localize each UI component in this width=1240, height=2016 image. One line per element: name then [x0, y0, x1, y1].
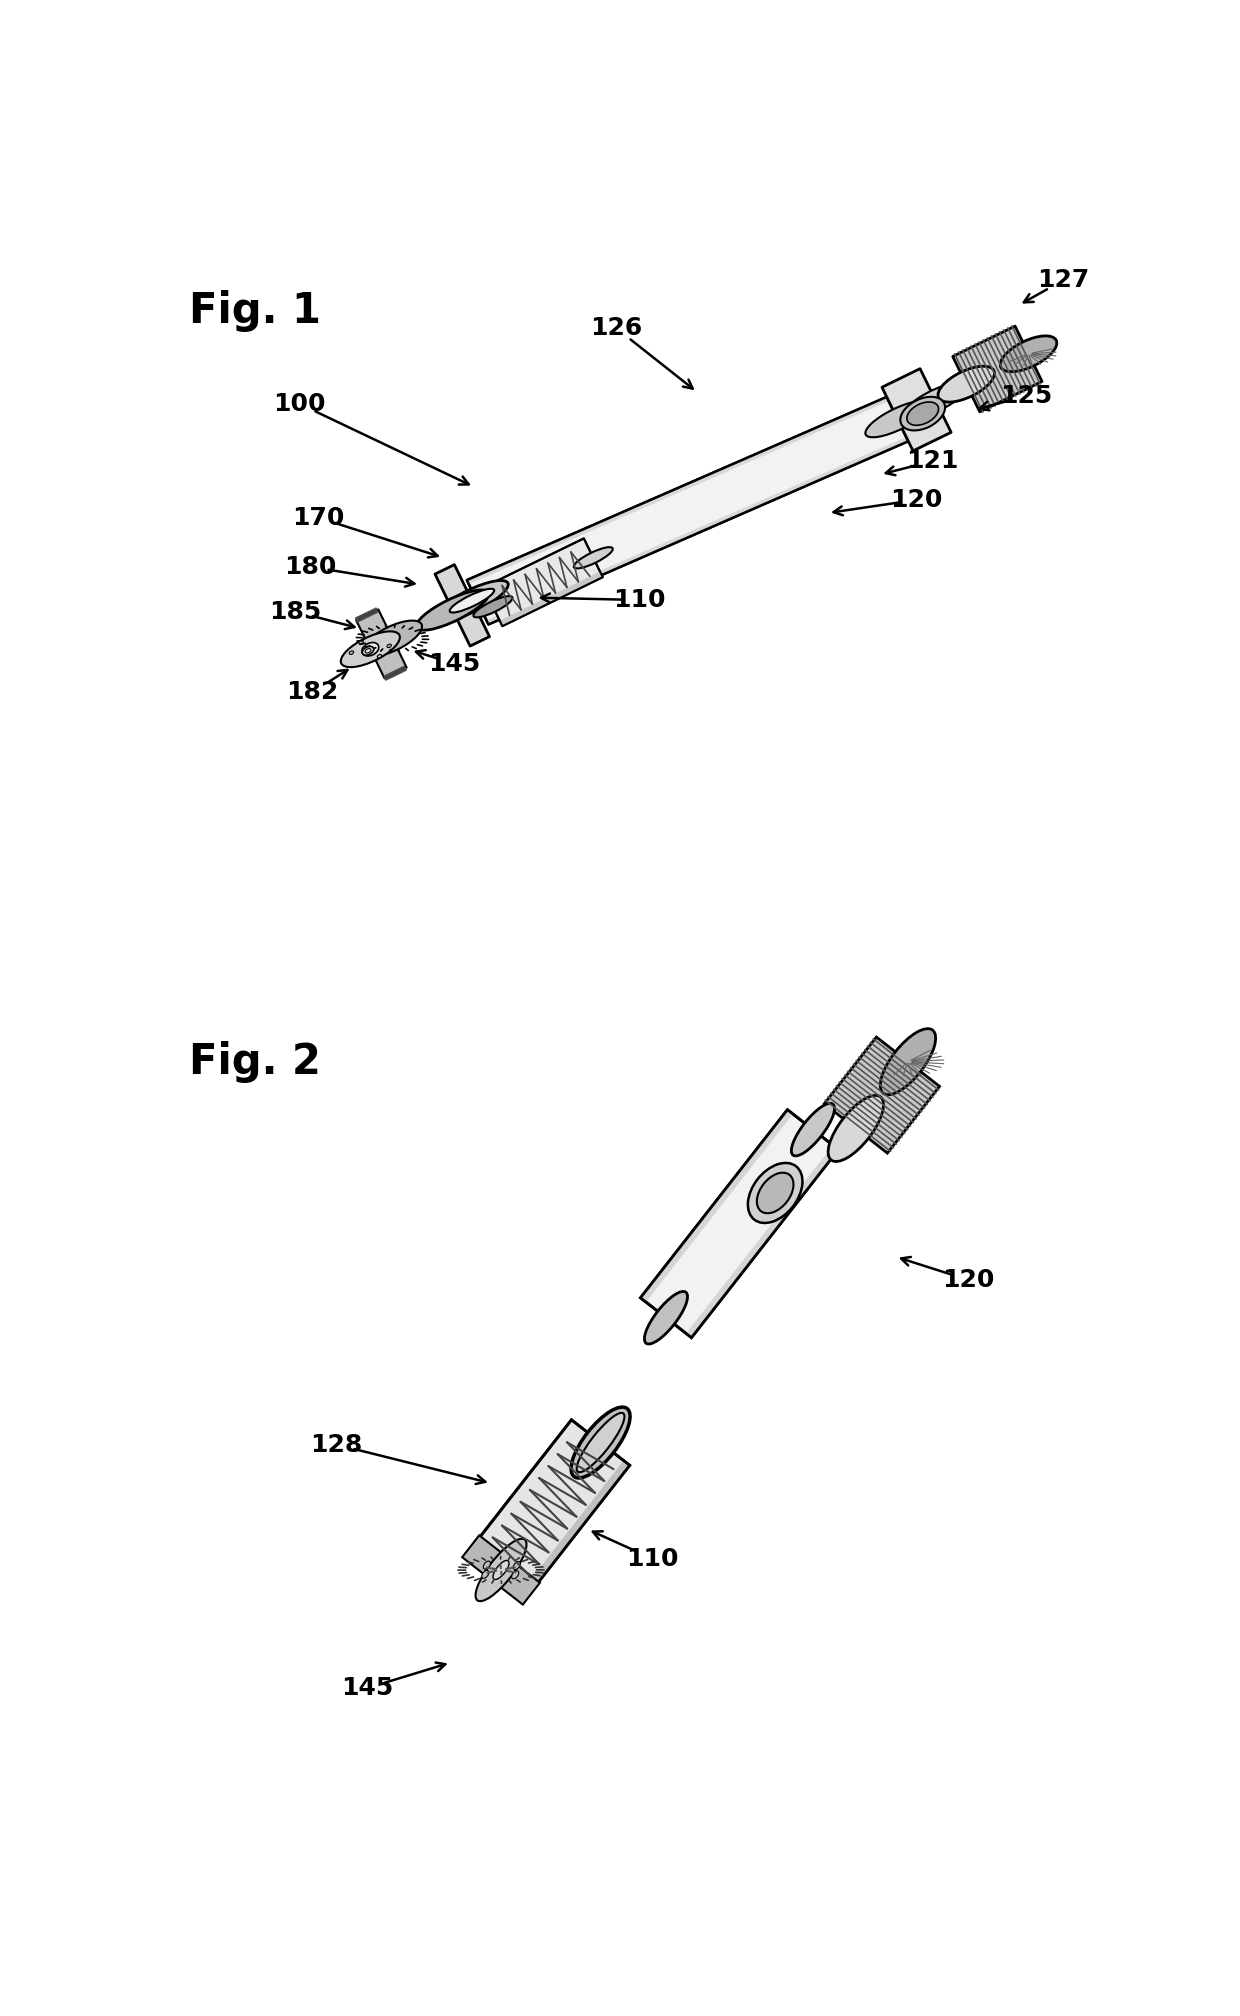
Text: 170: 170 — [293, 506, 345, 530]
Text: 180: 180 — [284, 554, 337, 579]
Polygon shape — [435, 564, 490, 645]
Ellipse shape — [363, 621, 422, 657]
Polygon shape — [500, 573, 603, 627]
Ellipse shape — [866, 401, 930, 437]
Ellipse shape — [494, 1560, 508, 1579]
Ellipse shape — [387, 645, 392, 647]
Text: 100: 100 — [273, 391, 325, 415]
Ellipse shape — [362, 643, 378, 655]
Ellipse shape — [937, 367, 994, 401]
Ellipse shape — [512, 1570, 518, 1579]
Ellipse shape — [791, 1103, 835, 1155]
Polygon shape — [472, 1419, 630, 1593]
Text: 121: 121 — [905, 450, 959, 474]
Ellipse shape — [900, 397, 945, 431]
Ellipse shape — [377, 655, 382, 657]
Polygon shape — [356, 609, 407, 677]
Ellipse shape — [484, 1560, 490, 1568]
Ellipse shape — [435, 581, 508, 621]
Text: 128: 128 — [310, 1433, 363, 1458]
Polygon shape — [463, 1536, 539, 1605]
Text: 120: 120 — [942, 1268, 994, 1292]
Text: 145: 145 — [341, 1675, 393, 1699]
Ellipse shape — [341, 631, 399, 667]
Polygon shape — [466, 397, 889, 585]
Text: 185: 185 — [269, 599, 321, 623]
Text: 145: 145 — [429, 651, 481, 675]
Ellipse shape — [362, 647, 373, 655]
Polygon shape — [825, 1036, 940, 1153]
Text: 110: 110 — [613, 589, 666, 613]
Text: Fig. 1: Fig. 1 — [188, 290, 321, 333]
Text: 110: 110 — [626, 1546, 678, 1570]
Ellipse shape — [1001, 337, 1056, 371]
Ellipse shape — [572, 1407, 630, 1478]
Ellipse shape — [904, 383, 967, 419]
Ellipse shape — [450, 589, 495, 613]
Polygon shape — [686, 1145, 838, 1339]
Ellipse shape — [574, 546, 613, 569]
Text: 125: 125 — [1001, 383, 1053, 407]
Polygon shape — [525, 1460, 630, 1593]
Ellipse shape — [513, 1562, 521, 1570]
Ellipse shape — [358, 641, 363, 643]
Polygon shape — [882, 369, 951, 452]
Text: 127: 127 — [1037, 268, 1089, 292]
Text: 120: 120 — [890, 488, 942, 512]
Ellipse shape — [828, 1095, 884, 1161]
Ellipse shape — [880, 1028, 936, 1095]
Ellipse shape — [475, 1538, 527, 1601]
Ellipse shape — [417, 591, 489, 631]
Polygon shape — [952, 327, 1042, 411]
Polygon shape — [466, 397, 909, 625]
Ellipse shape — [365, 649, 371, 653]
Text: 182: 182 — [286, 679, 339, 704]
Ellipse shape — [481, 1570, 489, 1579]
Ellipse shape — [906, 401, 939, 425]
Polygon shape — [484, 538, 603, 627]
Ellipse shape — [350, 651, 353, 655]
Polygon shape — [641, 1109, 792, 1302]
Text: Fig. 2: Fig. 2 — [188, 1040, 321, 1083]
Polygon shape — [641, 1109, 838, 1339]
Polygon shape — [486, 437, 909, 625]
Ellipse shape — [756, 1173, 794, 1214]
Text: 126: 126 — [590, 317, 642, 341]
Ellipse shape — [645, 1292, 687, 1345]
Ellipse shape — [474, 597, 512, 617]
Ellipse shape — [748, 1163, 802, 1224]
Ellipse shape — [577, 1413, 625, 1472]
